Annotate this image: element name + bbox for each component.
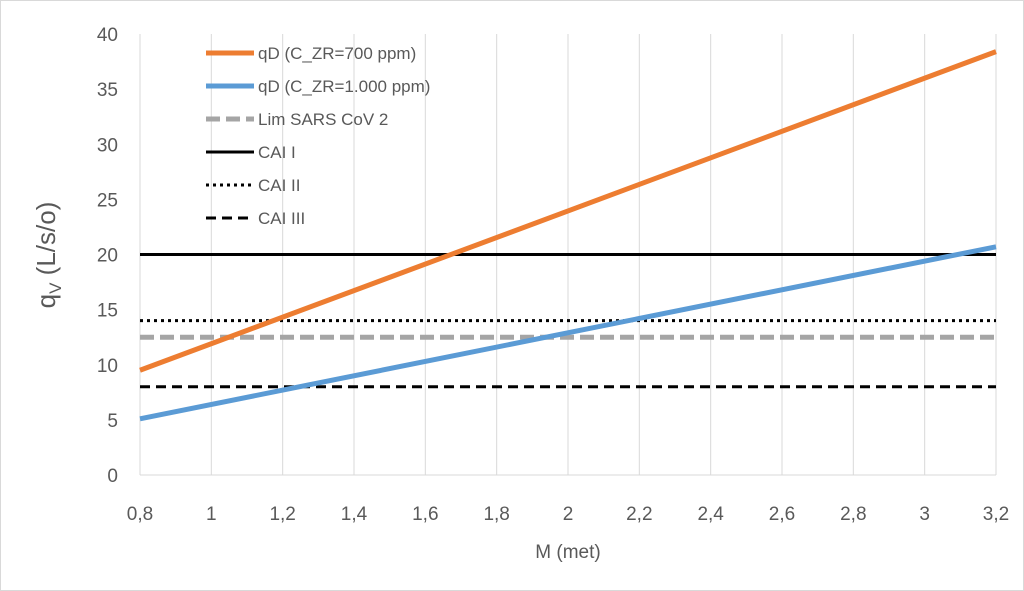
y-axis-title-units: (L/s/o) [31, 202, 61, 283]
x-tick-label: 3 [919, 504, 930, 525]
x-tick-label: 1,2 [269, 504, 295, 525]
x-tick-label: 1,4 [341, 504, 368, 525]
x-tick-label: 2 [563, 504, 574, 525]
x-tick-label: 1,8 [483, 504, 509, 525]
y-tick-label: 5 [107, 411, 118, 432]
x-tick-label: 0,8 [127, 504, 153, 525]
y-tick-labels: 0 5 10 15 20 25 30 35 40 [97, 25, 118, 487]
legend-label: Lim SARS CoV 2 [258, 110, 388, 129]
y-tick-label: 0 [107, 466, 118, 487]
x-tick-label: 1 [206, 504, 217, 525]
legend-label: qD (C_ZR=1.000 ppm) [258, 77, 430, 96]
legend-label: CAI III [258, 209, 305, 228]
y-axis-title-subscript: V [46, 282, 65, 294]
legend-label: CAI II [258, 176, 301, 195]
x-axis-title: M (met) [535, 542, 600, 563]
x-tick-label: 2,6 [769, 504, 795, 525]
x-tick-label: 3,2 [983, 504, 1009, 525]
y-tick-label: 10 [97, 356, 118, 377]
series-line-2 [139, 244, 997, 422]
x-tick-labels: 0,8 1 1,2 1,4 1,6 1,8 2 2,2 2,4 2,6 2,8 3 3,2 [127, 504, 1009, 525]
y-axis-title-main: q [31, 294, 61, 308]
y-tick-label: 25 [97, 190, 118, 211]
y-tick-label: 40 [97, 25, 118, 46]
x-tick-label: 1,6 [412, 504, 438, 525]
legend-label: qD (C_ZR=700 ppm) [258, 44, 416, 63]
y-tick-label: 35 [97, 80, 118, 101]
x-tick-label: 2,4 [697, 504, 724, 525]
legend-label: CAI I [258, 143, 296, 162]
y-tick-label: 15 [97, 301, 118, 322]
legend: qD (C_ZR=700 ppm) qD (C_ZR=1.000 ppm) Lim … [206, 44, 430, 228]
series-lines [139, 49, 997, 422]
y-tick-label: 20 [97, 246, 118, 267]
x-tick-label: 2,2 [626, 504, 652, 525]
series-line-1 [139, 49, 997, 373]
y-axis-title: qV (L/s/o) [31, 202, 65, 309]
y-tick-label: 30 [97, 135, 118, 156]
x-tick-label: 2,8 [840, 504, 866, 525]
